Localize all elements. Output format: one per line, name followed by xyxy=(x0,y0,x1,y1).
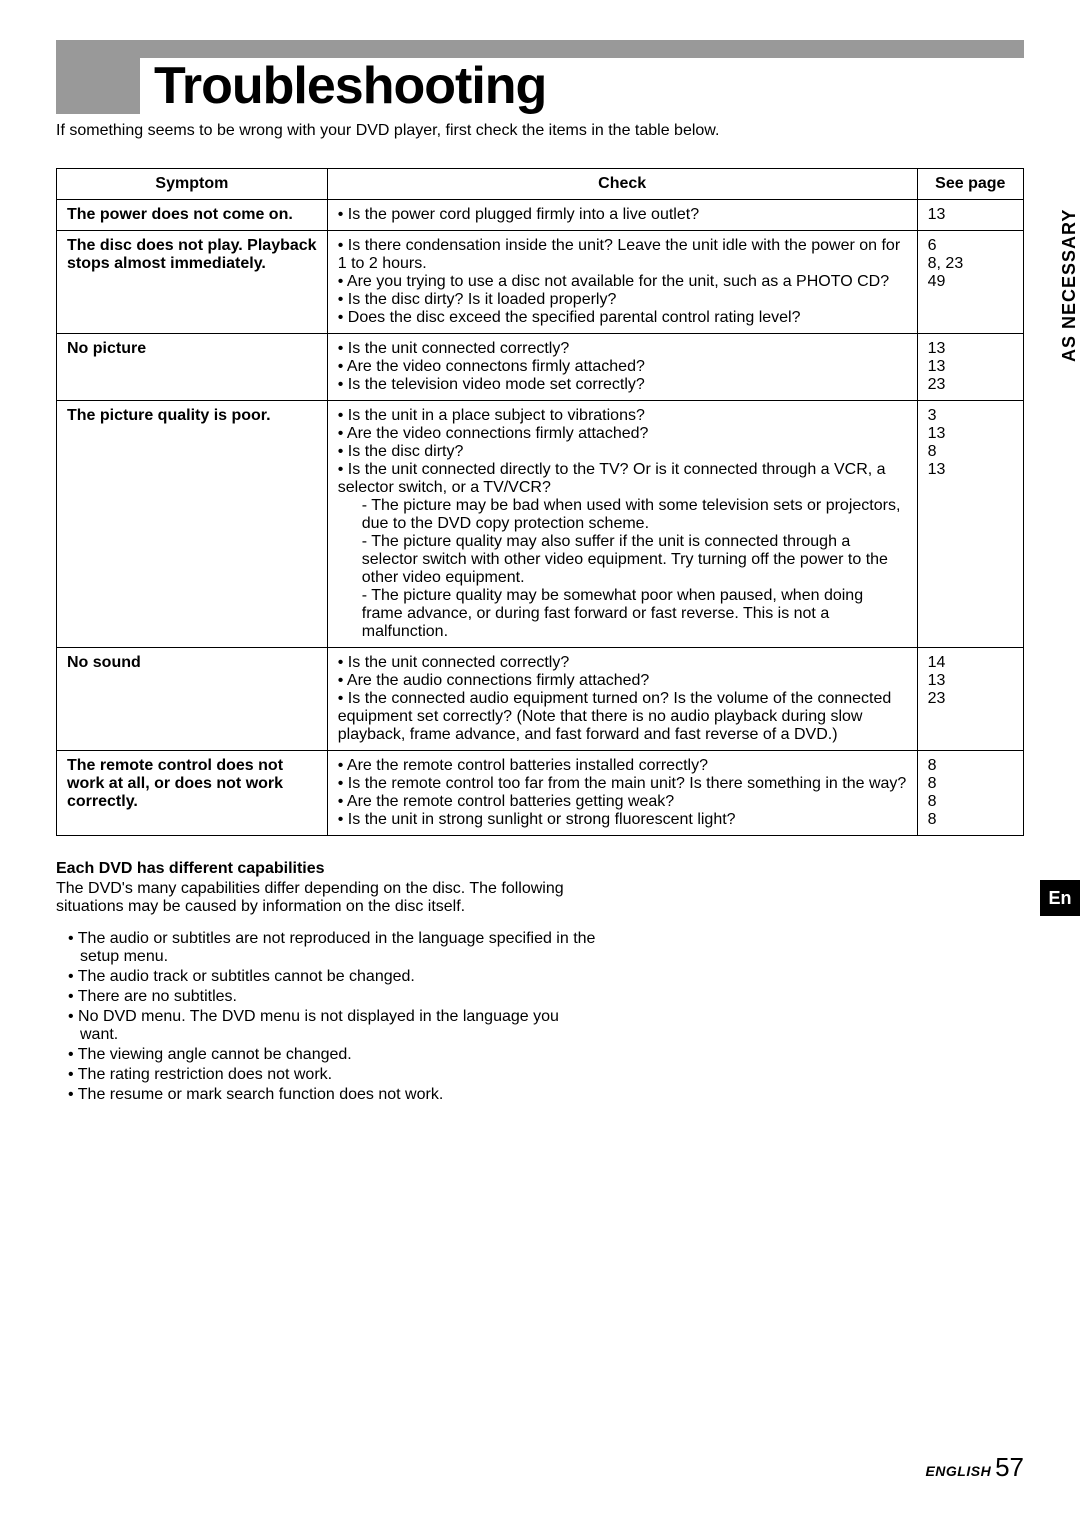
check-cell: • Is the unit connected correctly? • Are… xyxy=(327,334,917,401)
page-ref: 8, 23 xyxy=(928,255,1013,273)
page-container: Troubleshooting If something seems to be… xyxy=(0,0,1080,1146)
page-ref: 3 xyxy=(928,407,1013,425)
title-bar xyxy=(56,40,1024,58)
symptom-cell: No picture xyxy=(57,334,328,401)
symptom-cell: The power does not come on. xyxy=(57,200,328,231)
check-cell: • Are the remote control batteries insta… xyxy=(327,751,917,836)
table-row: The power does not come on. • Is the pow… xyxy=(57,200,1024,231)
note-item: No DVD menu. The DVD menu is not display… xyxy=(56,1008,598,1044)
page-cell: 6 8, 23 49 xyxy=(917,231,1023,334)
table-header-row: Symptom Check See page xyxy=(57,169,1024,200)
check-item: • Is the unit connected correctly? xyxy=(338,340,907,358)
page-ref: 14 xyxy=(928,654,1013,672)
note-item: The audio or subtitles are not reproduce… xyxy=(56,930,598,966)
header-page: See page xyxy=(917,169,1023,200)
notes-section: Each DVD has different capabilities The … xyxy=(56,860,598,1104)
check-item: • Is the unit connected directly to the … xyxy=(338,461,907,497)
page-ref: 13 xyxy=(928,461,1013,479)
check-item: • Is the disc dirty? Is it loaded proper… xyxy=(338,291,907,309)
check-item: • Is the connected audio equipment turne… xyxy=(338,690,907,744)
check-item: • Are the remote control batteries insta… xyxy=(338,757,907,775)
check-item: • Are the video connectons firmly attach… xyxy=(338,358,907,376)
intro-text: If something seems to be wrong with your… xyxy=(56,122,1024,140)
check-item: • Is the unit in strong sunlight or stro… xyxy=(338,811,907,829)
table-row: The picture quality is poor. • Is the un… xyxy=(57,401,1024,648)
header-check: Check xyxy=(327,169,917,200)
check-cell: • Is the unit in a place subject to vibr… xyxy=(327,401,917,648)
page-cell: 8 8 8 8 xyxy=(917,751,1023,836)
page-ref: 13 xyxy=(928,425,1013,443)
check-cell: • Is there condensation inside the unit?… xyxy=(327,231,917,334)
footer-language: ENGLISH xyxy=(925,1463,991,1479)
check-item: • Are the video connections firmly attac… xyxy=(338,425,907,443)
table-row: No picture • Is the unit connected corre… xyxy=(57,334,1024,401)
page-ref: 13 xyxy=(928,358,1013,376)
check-item: • Is there condensation inside the unit?… xyxy=(338,237,907,273)
symptom-cell: The picture quality is poor. xyxy=(57,401,328,648)
check-item: • Are the remote control batteries getti… xyxy=(338,793,907,811)
page-cell: 13 xyxy=(917,200,1023,231)
notes-list: The audio or subtitles are not reproduce… xyxy=(56,930,598,1104)
check-item: • Is the unit in a place subject to vibr… xyxy=(338,407,907,425)
page-ref: 49 xyxy=(928,273,1013,291)
check-item: • Is the disc dirty? xyxy=(338,443,907,461)
page-ref: 8 xyxy=(928,811,1013,829)
check-item: • Does the disc exceed the specified par… xyxy=(338,309,907,327)
note-item: There are no subtitles. xyxy=(56,988,598,1006)
check-subnote: - The picture quality may also suffer if… xyxy=(338,533,907,587)
page-cell: 13 13 23 xyxy=(917,334,1023,401)
check-item: • Are the audio connections firmly attac… xyxy=(338,672,907,690)
page-ref: 8 xyxy=(928,775,1013,793)
page-cell: 3 13 8 13 xyxy=(917,401,1023,648)
check-cell: • Is the unit connected correctly? • Are… xyxy=(327,648,917,751)
page-title: Troubleshooting xyxy=(154,60,546,114)
page-cell: 14 13 23 xyxy=(917,648,1023,751)
page-ref: 8 xyxy=(928,757,1013,775)
notes-intro: The DVD's many capabilities differ depen… xyxy=(56,880,598,916)
table-row: The remote control does not work at all,… xyxy=(57,751,1024,836)
footer-page-number: 57 xyxy=(995,1452,1024,1482)
note-item: The viewing angle cannot be changed. xyxy=(56,1046,598,1064)
note-item: The audio track or subtitles cannot be c… xyxy=(56,968,598,986)
language-tab: En xyxy=(1040,880,1080,916)
note-item: The rating restriction does not work. xyxy=(56,1066,598,1084)
check-item: • Is the unit connected correctly? xyxy=(338,654,907,672)
page-ref: 23 xyxy=(928,690,1013,708)
page-ref: 13 xyxy=(928,672,1013,690)
title-row: Troubleshooting xyxy=(56,58,1024,114)
check-item: • Is the power cord plugged firmly into … xyxy=(338,206,907,224)
title-block xyxy=(56,58,140,114)
check-item: • Is the remote control too far from the… xyxy=(338,775,907,793)
page-ref: 8 xyxy=(928,443,1013,461)
table-row: The disc does not play. Playback stops a… xyxy=(57,231,1024,334)
check-subnote: - The picture may be bad when used with … xyxy=(338,497,907,533)
check-subnote: - The picture quality may be somewhat po… xyxy=(338,587,907,641)
page-ref: 6 xyxy=(928,237,1013,255)
note-item: The resume or mark search function does … xyxy=(56,1086,598,1104)
header-symptom: Symptom xyxy=(57,169,328,200)
notes-heading: Each DVD has different capabilities xyxy=(56,860,598,878)
troubleshooting-table: Symptom Check See page The power does no… xyxy=(56,168,1024,836)
section-tab: AS NECESSARY xyxy=(1059,200,1080,370)
symptom-cell: The remote control does not work at all,… xyxy=(57,751,328,836)
table-row: No sound • Is the unit connected correct… xyxy=(57,648,1024,751)
page-ref: 23 xyxy=(928,376,1013,394)
page-ref: 13 xyxy=(928,340,1013,358)
page-ref: 8 xyxy=(928,793,1013,811)
check-item: • Are you trying to use a disc not avail… xyxy=(338,273,907,291)
symptom-cell: No sound xyxy=(57,648,328,751)
check-cell: • Is the power cord plugged firmly into … xyxy=(327,200,917,231)
symptom-cell: The disc does not play. Playback stops a… xyxy=(57,231,328,334)
page-footer: ENGLISH 57 xyxy=(925,1452,1024,1483)
check-item: • Is the television video mode set corre… xyxy=(338,376,907,394)
